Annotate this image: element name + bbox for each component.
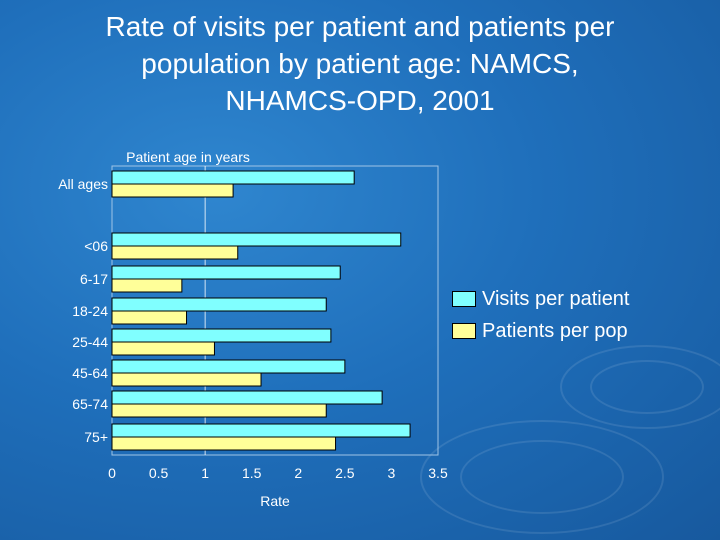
- x-axis-title: Rate: [260, 493, 290, 509]
- title-line: NHAMCS-OPD, 2001: [225, 85, 495, 116]
- x-tick-label: 0.5: [149, 465, 169, 481]
- bar-patients-per-pop: [111, 245, 239, 260]
- x-tick-label: 2.5: [335, 465, 355, 481]
- x-tick-label: 0: [108, 465, 116, 481]
- category-label: 75+: [84, 429, 108, 445]
- bar-patients-per-pop: [111, 436, 337, 451]
- category-axis-title: Patient age in years: [126, 149, 250, 165]
- slide-title: Rate of visits per patient and patients …: [30, 8, 690, 119]
- bar-visits-per-patient: [111, 170, 355, 185]
- bar-patients-per-pop: [111, 310, 188, 325]
- bar-visits-per-patient: [111, 328, 332, 343]
- bar-patients-per-pop: [111, 403, 327, 418]
- category-label: 65-74: [72, 396, 108, 412]
- category-label: <06: [84, 238, 108, 254]
- title-line: population by patient age: NAMCS,: [141, 48, 579, 79]
- title-line: Rate of visits per patient and patients …: [105, 11, 615, 42]
- legend-swatch-patients: [452, 323, 476, 339]
- legend-label-patients: Patients per pop: [482, 319, 628, 342]
- legend: Visits per patient Patients per pop: [452, 283, 630, 347]
- bar-visits-per-patient: [111, 232, 402, 247]
- bar-visits-per-patient: [111, 423, 411, 438]
- bar-patients-per-pop: [111, 278, 183, 293]
- ripple-decoration: [420, 420, 664, 534]
- bar-patients-per-pop: [111, 341, 215, 356]
- category-label: 18-24: [72, 303, 108, 319]
- category-label: All ages: [58, 176, 108, 192]
- x-tick-label: 2: [294, 465, 302, 481]
- bar-visits-per-patient: [111, 390, 383, 405]
- bar-visits-per-patient: [111, 359, 346, 374]
- ripple-decoration: [560, 345, 720, 429]
- x-tick-label: 3.5: [428, 465, 448, 481]
- bar-patients-per-pop: [111, 183, 234, 198]
- category-label: 6-17: [80, 271, 108, 287]
- bar-patients-per-pop: [111, 372, 262, 387]
- ripple-decoration: [460, 440, 624, 514]
- x-tick-label: 1: [201, 465, 209, 481]
- x-tick-label: 3: [388, 465, 396, 481]
- category-label: 25-44: [72, 334, 108, 350]
- bar-visits-per-patient: [111, 297, 327, 312]
- legend-label-visits: Visits per patient: [482, 287, 630, 310]
- legend-swatch-visits: [452, 291, 476, 307]
- x-tick-label: 1.5: [242, 465, 262, 481]
- bar-visits-per-patient: [111, 265, 341, 280]
- category-label: 45-64: [72, 365, 108, 381]
- legend-entry-patients: Patients per pop: [452, 315, 630, 347]
- legend-entry-visits: Visits per patient: [452, 283, 630, 315]
